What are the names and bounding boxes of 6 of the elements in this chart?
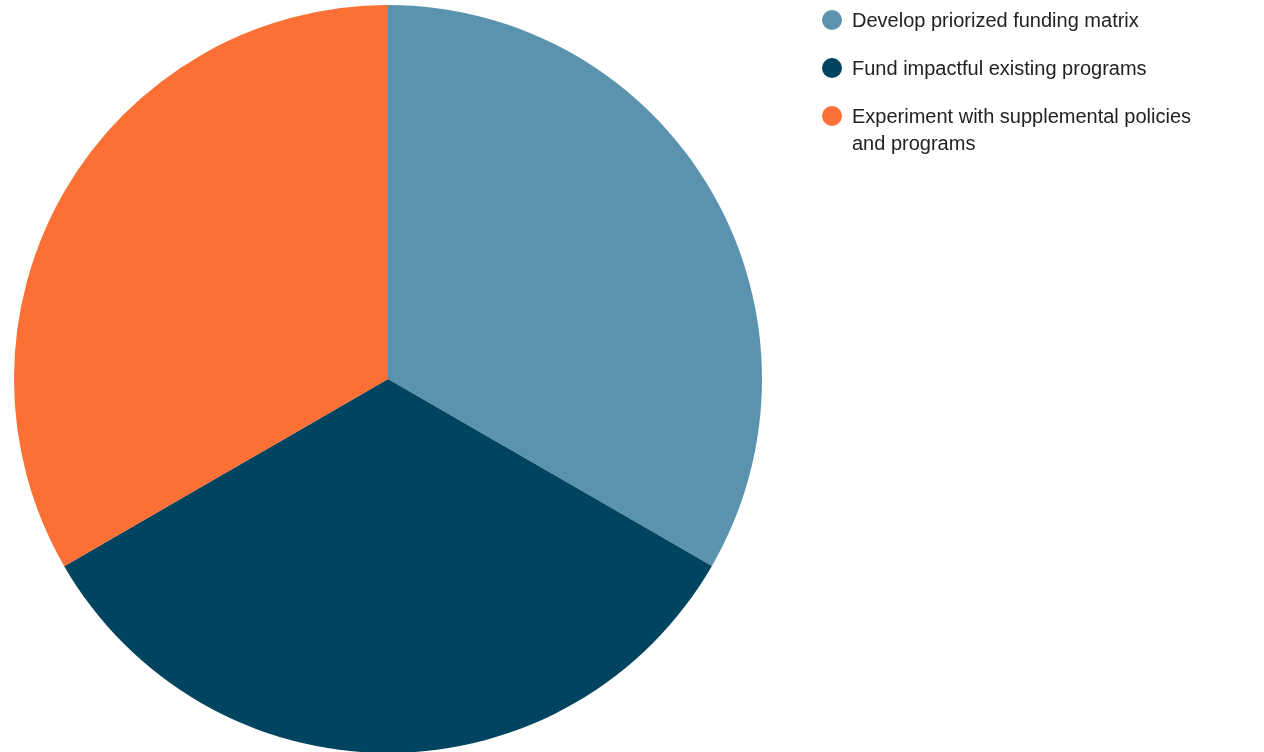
legend-label: Develop priorized funding matrix (852, 9, 1139, 31)
pie-slice (388, 5, 762, 566)
pie-slice (14, 5, 388, 567)
legend-label: Fund impactful existing programs (852, 57, 1147, 79)
legend-label: Experiment with supplemental policies and programs (852, 105, 1192, 154)
pie-slice (64, 379, 712, 752)
